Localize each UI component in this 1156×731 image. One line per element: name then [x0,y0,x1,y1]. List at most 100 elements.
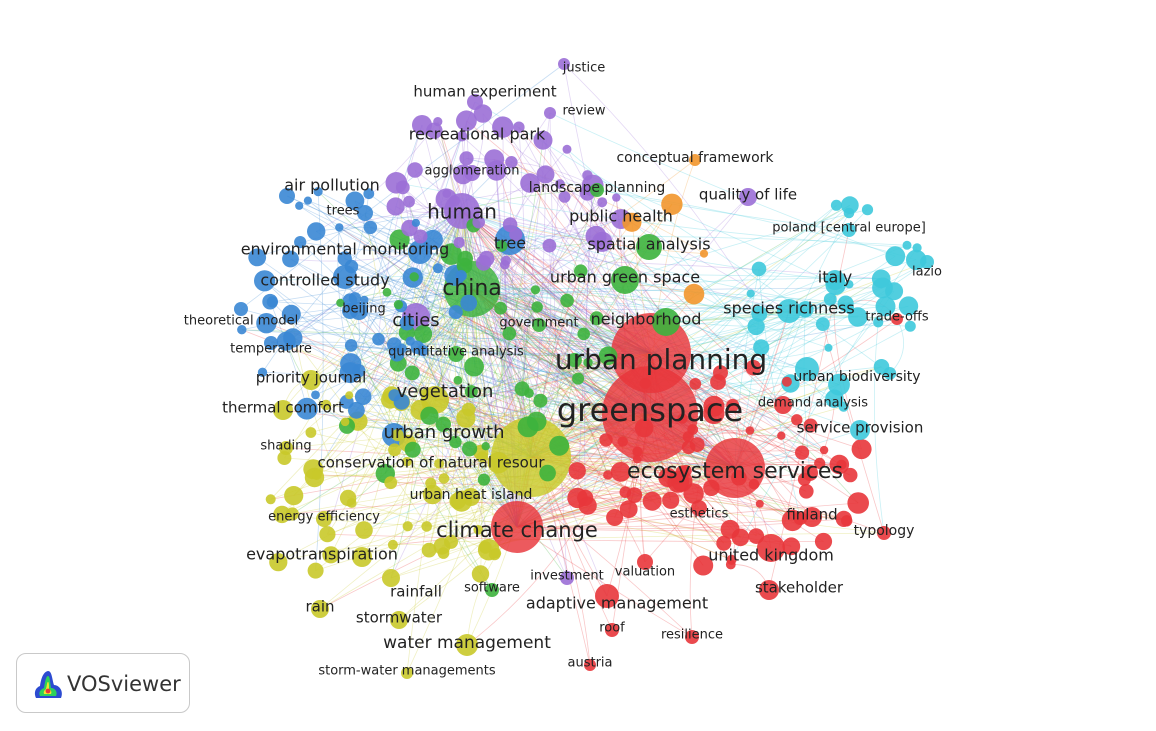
keyword-label[interactable]: ecosystem services [627,459,843,484]
network-node[interactable] [265,494,276,505]
network-node[interactable] [781,376,792,387]
network-node[interactable] [438,473,450,484]
keyword-node[interactable] [485,583,499,597]
keyword-label[interactable]: urban planning [555,343,767,376]
network-node[interactable] [505,156,518,169]
network-node[interactable] [449,492,467,510]
keyword-label[interactable]: quality of life [699,186,797,204]
network-node[interactable] [791,414,803,426]
keyword-node[interactable] [825,270,845,290]
keyword-label[interactable]: valuation [615,565,675,580]
network-node[interactable] [437,547,450,559]
network-node[interactable] [459,151,474,166]
network-node[interactable] [248,248,267,267]
network-node[interactable] [471,565,490,583]
network-node[interactable] [387,539,398,550]
network-node[interactable] [904,320,916,332]
keyword-label[interactable]: china [442,276,502,301]
network-node[interactable] [273,505,291,524]
network-node[interactable] [456,110,477,132]
network-node[interactable] [574,264,588,278]
network-node[interactable] [577,489,594,506]
network-node[interactable] [322,546,340,564]
keyword-label[interactable]: government [499,316,578,331]
network-node[interactable] [871,269,891,289]
network-node[interactable] [405,336,415,346]
network-node[interactable] [836,459,847,470]
network-node[interactable] [448,195,460,207]
keyword-node[interactable] [382,569,400,587]
network-node[interactable] [824,343,833,352]
network-node[interactable] [542,238,557,253]
network-node[interactable] [531,301,543,313]
keyword-label[interactable]: lazio [912,265,942,280]
keyword-node[interactable] [877,526,891,540]
network-node[interactable] [703,395,725,417]
keyword-label[interactable]: recreational park [409,125,546,144]
network-node[interactable] [699,249,709,258]
keyword-node[interactable] [795,357,819,381]
keyword-label[interactable]: cities [392,310,439,331]
network-node[interactable] [407,162,423,178]
network-node[interactable] [725,559,736,570]
network-node[interactable] [617,436,628,447]
network-node[interactable] [567,352,582,368]
network-node[interactable] [345,391,354,400]
network-node[interactable] [598,346,618,366]
network-node[interactable] [444,534,458,549]
network-node[interactable] [848,307,868,327]
keyword-label[interactable]: demand analysis [758,396,868,411]
network-node[interactable] [425,477,437,489]
keyword-label[interactable]: energy efficiency [268,510,380,525]
keyword-label[interactable]: greenspace [557,391,743,429]
keyword-node[interactable] [311,600,329,618]
network-node[interactable] [777,431,786,440]
network-node[interactable] [524,388,534,398]
keyword-node[interactable] [264,336,278,350]
network-node[interactable] [281,304,301,324]
network-node[interactable] [311,390,320,400]
keyword-label[interactable]: united kingdom [708,546,834,565]
keyword-node[interactable] [544,107,556,119]
network-node[interactable] [560,293,574,308]
keyword-node[interactable] [558,58,570,70]
network-node[interactable] [404,365,420,381]
network-node[interactable] [442,189,452,198]
network-node[interactable] [256,313,277,334]
keyword-node[interactable] [584,659,596,671]
network-node[interactable] [843,303,855,314]
network-node[interactable] [838,401,849,412]
keyword-node[interactable] [456,634,478,656]
network-node[interactable] [632,455,642,464]
network-node[interactable] [492,116,514,138]
keyword-label[interactable]: esthetics [670,507,729,522]
keyword-label[interactable]: stakeholder [755,579,844,597]
network-node[interactable] [422,484,443,505]
network-node[interactable] [841,515,853,527]
network-node[interactable] [432,263,443,274]
network-node[interactable] [583,357,593,368]
network-node[interactable] [457,250,473,267]
network-node[interactable] [495,240,508,252]
network-node[interactable] [266,296,278,308]
network-node[interactable] [577,327,590,341]
keyword-label[interactable]: urban heat island [410,487,533,503]
network-node[interactable] [693,555,714,576]
keyword-label[interactable]: urban green space [550,268,700,287]
keyword-node[interactable] [685,630,699,644]
network-node[interactable] [494,301,507,315]
network-node[interactable] [755,499,764,508]
network-node[interactable] [568,462,586,480]
network-node[interactable] [449,435,462,449]
network-node[interactable] [642,491,662,511]
network-node[interactable] [282,250,299,268]
keyword-label[interactable]: spatial analysis [587,235,710,254]
keyword-label[interactable]: controlled study [260,271,389,290]
network-node[interactable] [555,179,565,189]
network-node[interactable] [426,122,443,139]
keyword-label[interactable]: tree [494,234,526,253]
keyword-node[interactable] [352,547,372,567]
network-node[interactable] [815,317,830,331]
network-node[interactable] [502,326,517,341]
keyword-label[interactable]: adaptive management [526,594,708,613]
